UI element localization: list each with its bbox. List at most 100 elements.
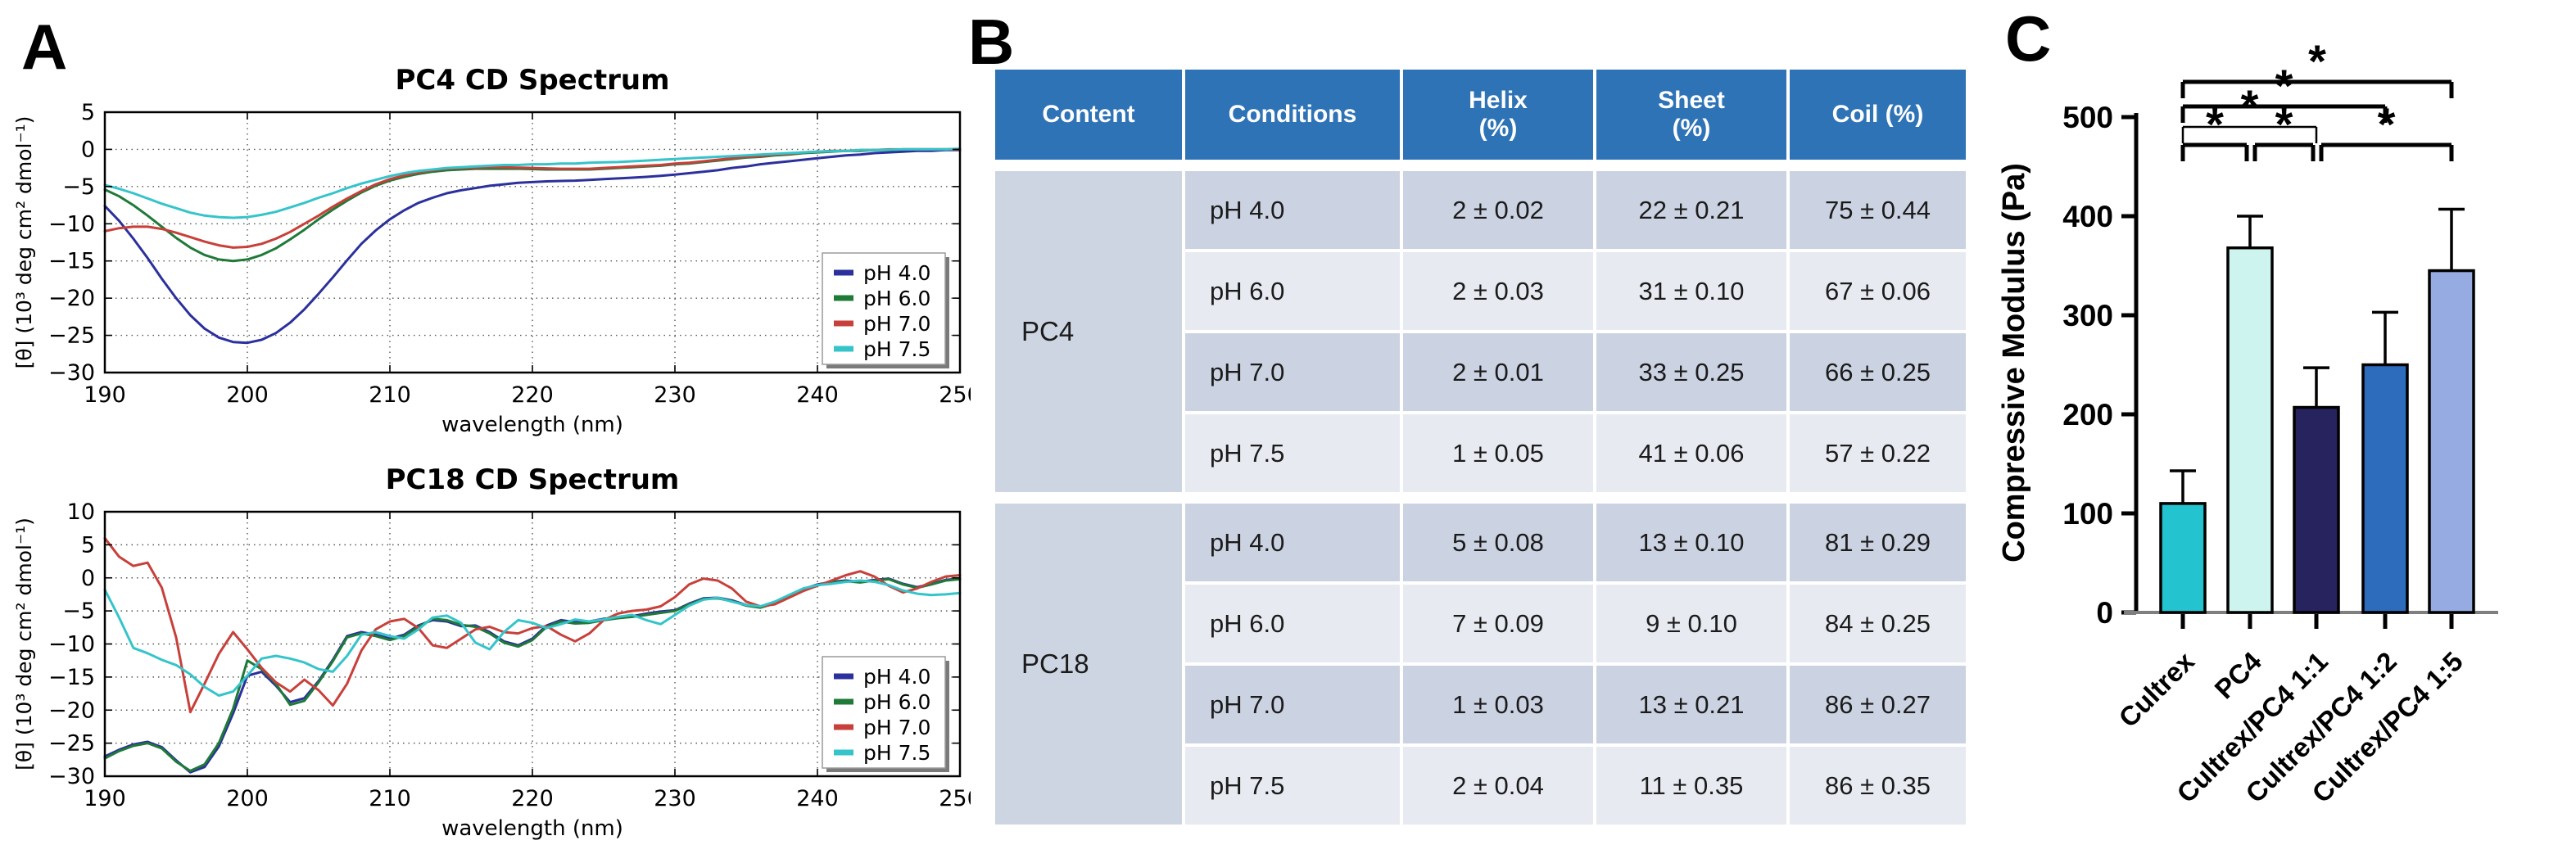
pc4-cd-spectrum-chart: 190 200 210 220 230 240 250 5 0 −5 −10 −15 −20 −25 −30… — [12, 64, 971, 437]
x-tick-label: 200 — [226, 786, 269, 811]
table-cell-condition: pH 4.0 — [1185, 504, 1400, 581]
table-cell-helix: 1 ± 0.05 — [1403, 414, 1593, 492]
legend-label: pH 7.0 — [863, 716, 930, 739]
x-axis-label: wavelength (nm) — [441, 816, 623, 841]
table-cell-sheet: 13 ± 0.10 — [1596, 504, 1786, 581]
legend-label: pH 7.5 — [863, 337, 930, 361]
significance-star: * — [2275, 98, 2293, 150]
table-cell-helix: 2 ± 0.04 — [1403, 747, 1593, 825]
table-cell-condition: pH 7.0 — [1185, 666, 1400, 743]
x-tick-label: 210 — [369, 786, 411, 811]
y-tick-label: −15 — [48, 249, 95, 274]
y-tick-label: −15 — [48, 665, 95, 690]
panel-label-c: C — [2005, 2, 2052, 75]
y-tick-label: 100 — [2062, 497, 2113, 531]
y-tick-label: −5 — [62, 174, 95, 200]
bar-cultrex-pc4-1-5 — [2428, 269, 2475, 614]
significance-star: * — [2206, 98, 2224, 150]
y-tick-label: −30 — [48, 764, 95, 789]
x-tick-label: 240 — [796, 786, 839, 811]
y-tick-label: −5 — [62, 599, 95, 624]
legend: pH 4.0pH 6.0pH 7.0pH 7.5 — [822, 252, 949, 368]
bar-cultrex-pc4-1-2 — [2361, 363, 2409, 614]
table-cell-coil: 57 ± 0.22 — [1790, 414, 1966, 492]
bar-cultrex-pc4-1-1 — [2293, 405, 2340, 614]
table-group-label: PC18 — [995, 504, 1182, 825]
table-cell-helix: 7 ± 0.09 — [1403, 585, 1593, 662]
y-tick-label: −25 — [48, 323, 95, 349]
table-cell-condition: pH 4.0 — [1185, 171, 1400, 249]
legend-label: pH 6.0 — [863, 690, 930, 714]
table-cell-helix: 2 ± 0.01 — [1403, 333, 1593, 411]
legend-label: pH 4.0 — [863, 665, 930, 689]
table-cell-coil: 81 ± 0.29 — [1790, 504, 1966, 581]
table-cell-coil: 66 ± 0.25 — [1790, 333, 1966, 411]
x-tick-label: 220 — [511, 382, 554, 408]
y-tick-label: 5 — [81, 100, 95, 125]
table-cell-coil: 67 ± 0.06 — [1790, 252, 1966, 330]
significance-bracket: * — [2319, 98, 2454, 161]
pc18-cd-spectrum-chart: 190 200 210 220 230 240 250 10 5 0 −5 −10 −15 −20 −25 −… — [12, 463, 971, 841]
panel-label-a: A — [21, 11, 68, 83]
table-header-content: Content — [995, 70, 1182, 160]
table-cell-condition: pH 6.0 — [1185, 252, 1400, 330]
table-cell-coil: 84 ± 0.25 — [1790, 585, 1966, 662]
table-cell-sheet: 41 ± 0.06 — [1596, 414, 1786, 492]
series-ph-7-5 — [103, 147, 962, 219]
significance-bracket: * — [2181, 80, 2318, 143]
legend-label: pH 6.0 — [863, 287, 930, 310]
x-tick-label: 220 — [511, 786, 554, 811]
x-category-label: Cultrex — [2112, 645, 2200, 733]
table-header-coil: Coil (%) — [1790, 70, 1966, 160]
y-tick-label: 0 — [2096, 596, 2113, 630]
table-cell-condition: pH 7.0 — [1185, 333, 1400, 411]
y-axis-label: [θ] (10³ deg cm² dmol⁻¹) — [12, 116, 36, 369]
y-tick-label: 500 — [2062, 101, 2113, 134]
x-tick-label: 190 — [84, 382, 126, 408]
table-cell-coil: 86 ± 0.35 — [1790, 747, 1966, 825]
series-ph-7-5 — [103, 579, 962, 697]
x-axis-label: wavelength (nm) — [441, 413, 623, 437]
significance-bracket: * — [2252, 98, 2316, 161]
table-cell-helix: 2 ± 0.02 — [1403, 171, 1593, 249]
y-tick-label: −10 — [48, 211, 95, 237]
x-tick-label: 190 — [84, 786, 126, 811]
significance-bracket: * — [2180, 98, 2249, 161]
x-tick-label: 250 — [939, 786, 971, 811]
table-cell-helix: 1 ± 0.03 — [1403, 666, 1593, 743]
bar-cultrex — [2159, 502, 2207, 614]
panel-label-b: B — [968, 6, 1015, 78]
significance-bracket: * — [2180, 35, 2454, 98]
table-cell-coil: 75 ± 0.44 — [1790, 171, 1966, 249]
significance-star: * — [2308, 35, 2326, 87]
table-cell-sheet: 11 ± 0.35 — [1596, 747, 1786, 825]
table-cell-sheet: 22 ± 0.21 — [1596, 171, 1786, 249]
table-cell-condition: pH 7.5 — [1185, 414, 1400, 492]
significance-star: * — [2275, 60, 2293, 111]
significance-bracket: * — [2180, 60, 2388, 123]
y-tick-label: 10 — [67, 499, 95, 525]
x-tick-label: 250 — [939, 382, 971, 408]
legend-label: pH 4.0 — [863, 261, 930, 285]
chart-title: PC18 CD Spectrum — [386, 463, 680, 496]
table-grid: Content Conditions Helix (%) Sheet (%) Coil … — [995, 70, 1966, 825]
y-tick-label: −30 — [48, 360, 95, 386]
y-tick-label: −25 — [48, 731, 95, 757]
table-cell-sheet: 9 ± 0.10 — [1596, 585, 1786, 662]
y-tick-label: 0 — [81, 137, 95, 162]
y-tick-label: −10 — [48, 632, 95, 657]
bar-pc4 — [2226, 246, 2274, 614]
table-cell-condition: pH 6.0 — [1185, 585, 1400, 662]
legend-label: pH 7.5 — [863, 741, 930, 765]
x-tick-label: 230 — [654, 382, 696, 408]
legend-label: pH 7.0 — [863, 312, 930, 336]
table-header-conditions: Conditions — [1185, 70, 1400, 160]
table-header-helix: Helix (%) — [1403, 70, 1593, 160]
y-tick-label: 400 — [2062, 200, 2113, 233]
x-tick-label: 240 — [796, 382, 839, 408]
table-cell-condition: pH 7.5 — [1185, 747, 1400, 825]
table-group-label: PC4 — [995, 171, 1182, 492]
table-cell-helix: 2 ± 0.03 — [1403, 252, 1593, 330]
table-cell-sheet: 13 ± 0.21 — [1596, 666, 1786, 743]
